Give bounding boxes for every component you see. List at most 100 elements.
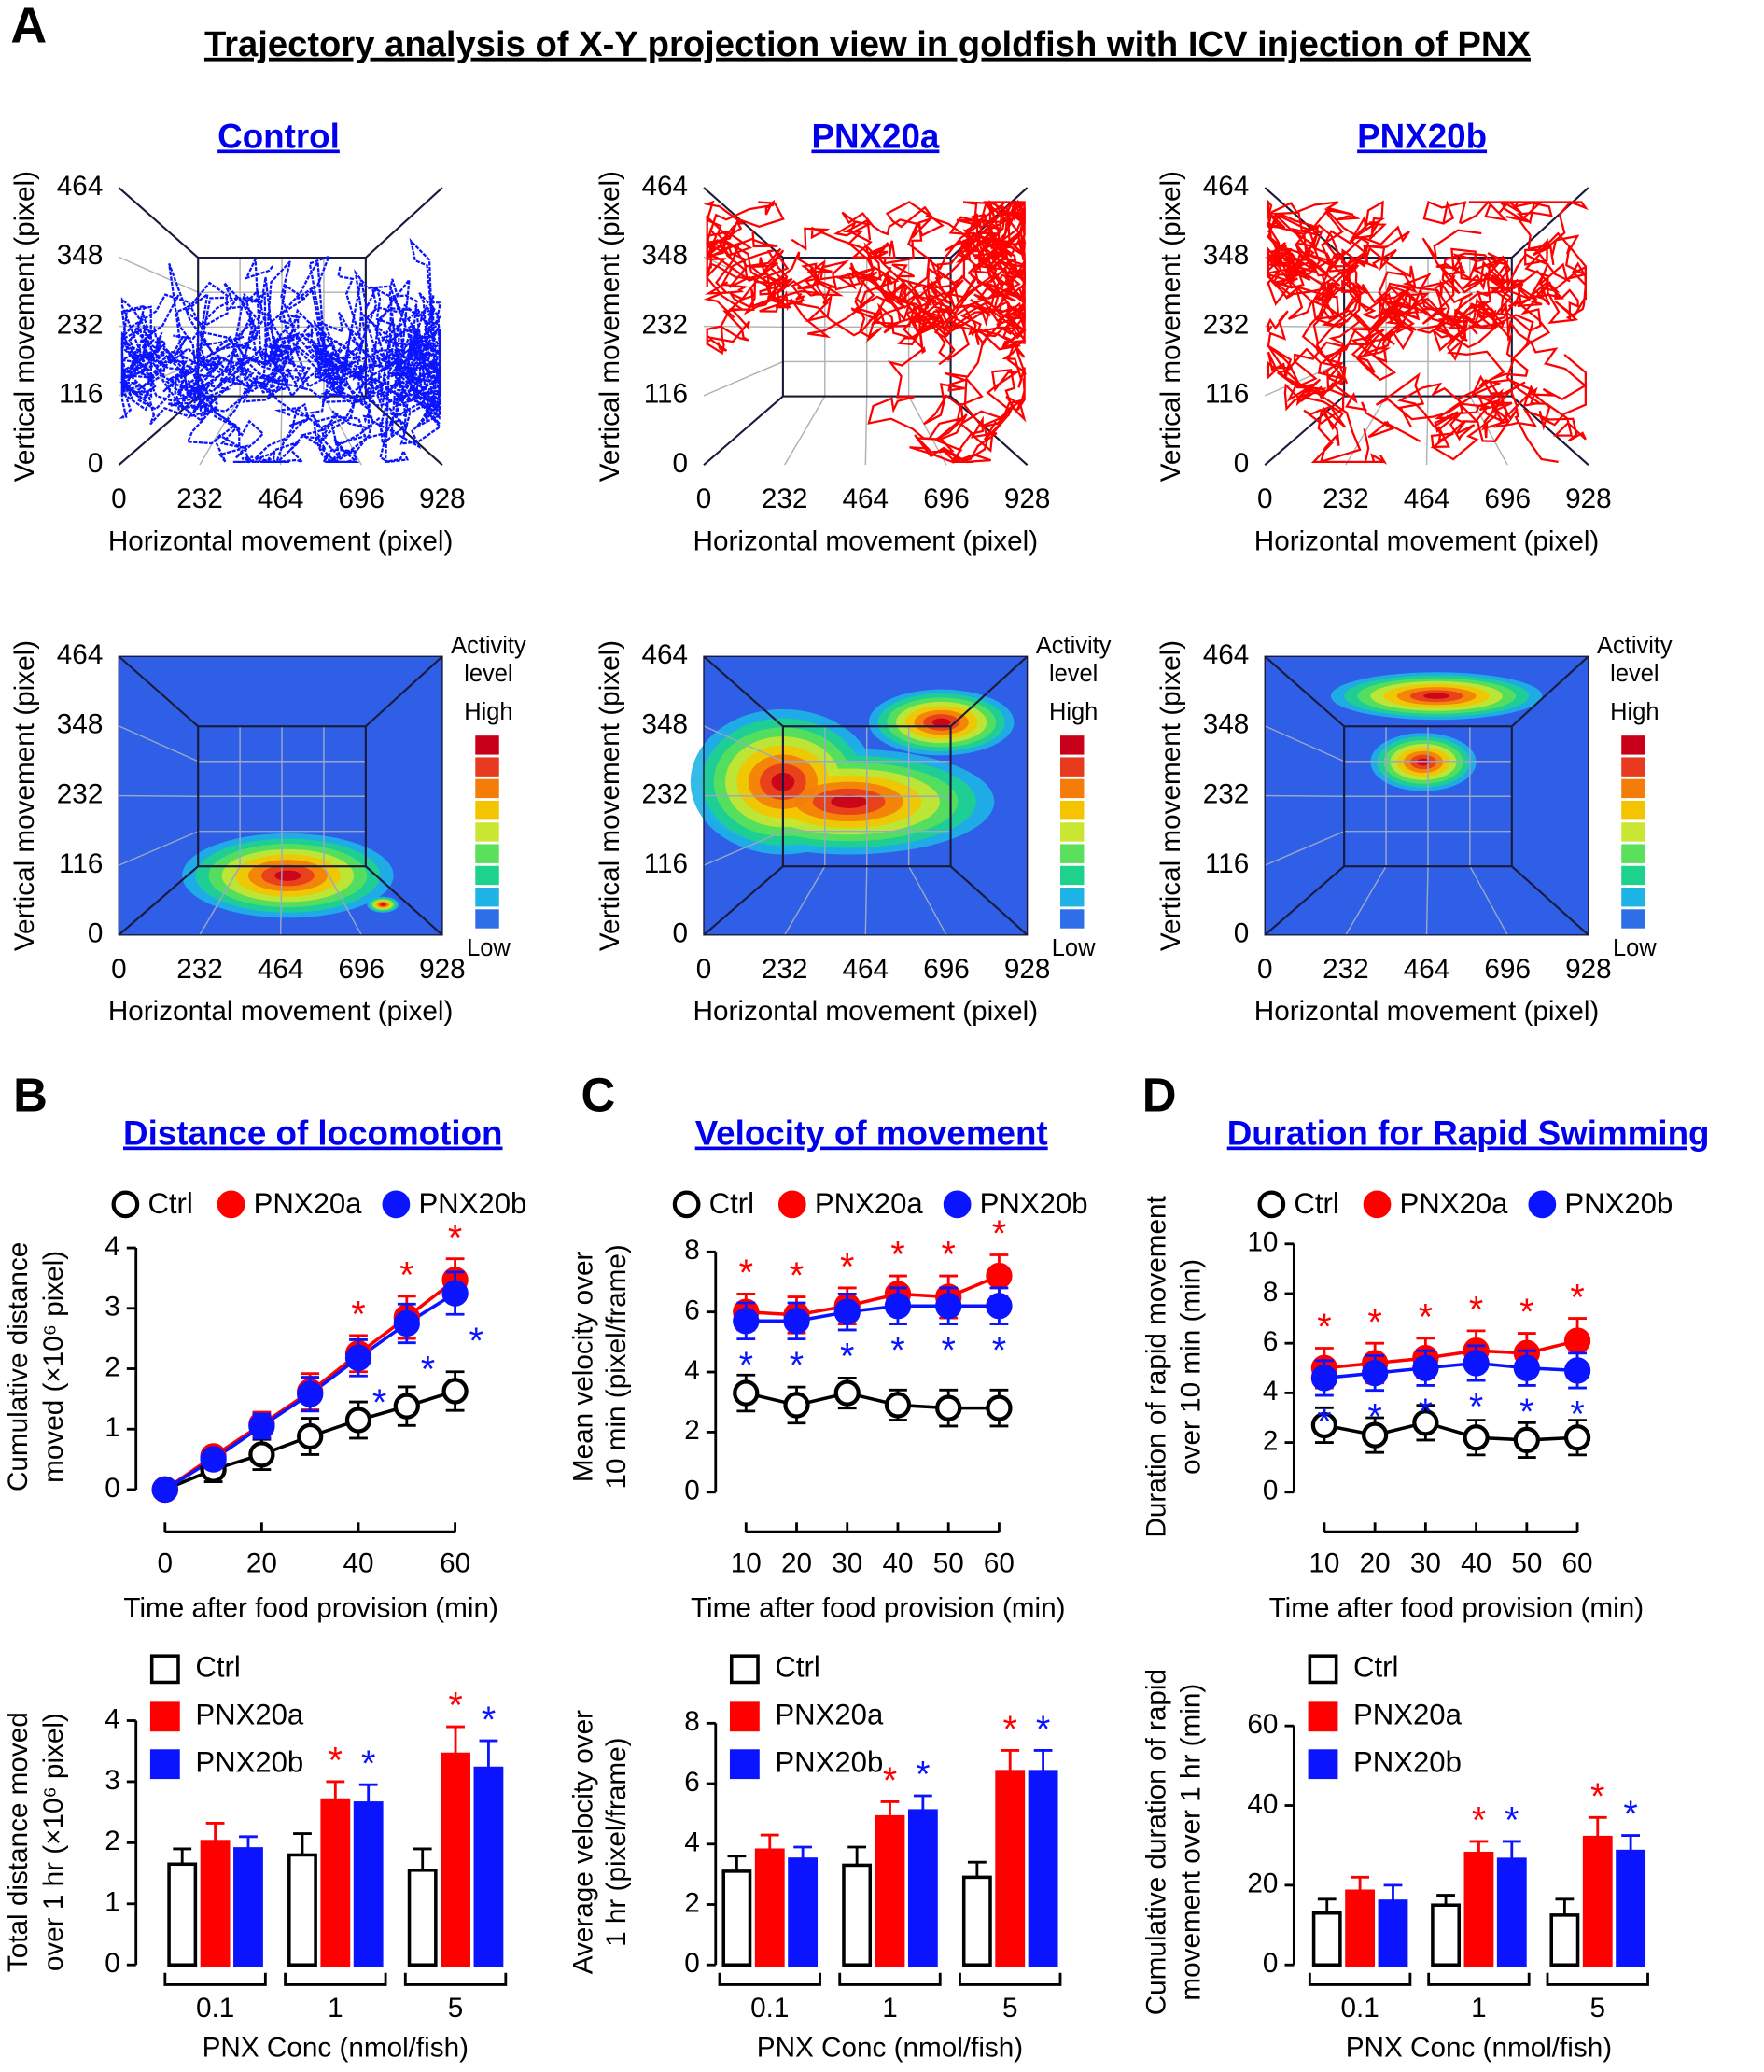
y-axis-label: Duration of rapid movement — [1141, 1195, 1172, 1537]
y-tick-label: 0 — [684, 1476, 700, 1506]
y-tick-label: 8 — [684, 1235, 700, 1266]
y-tick-label: 116 — [644, 848, 688, 879]
group-bracket — [1546, 1972, 1649, 1986]
data-point — [441, 1378, 469, 1405]
error-bar — [326, 1780, 345, 1800]
room-grid — [1264, 831, 1345, 866]
room-back-wall — [197, 256, 367, 398]
significance: * — [992, 1330, 1006, 1371]
significance: * — [351, 1295, 365, 1336]
y-tick-label: 4 — [684, 1355, 700, 1386]
error-bar — [1502, 1840, 1521, 1860]
significance: * — [421, 1349, 435, 1390]
bar — [907, 1809, 938, 1967]
data-point — [1412, 1354, 1439, 1381]
x-tick-label: 5 — [448, 1993, 464, 2023]
significance: * — [941, 1235, 955, 1276]
legend-label: PNX20b — [1564, 1187, 1673, 1220]
room-back-wall — [197, 725, 367, 868]
room-grid — [1265, 325, 1345, 329]
heat-blob — [1423, 693, 1450, 699]
colorbar-cell — [475, 800, 499, 820]
bar — [1616, 1849, 1646, 1967]
bar — [407, 1869, 438, 1967]
room-grid — [323, 865, 362, 936]
y-axis-label: Vertical movement (pixel) — [9, 171, 40, 482]
data-point — [151, 1476, 178, 1504]
significance: * — [399, 1254, 413, 1295]
legend-label: PNX20b — [195, 1745, 303, 1778]
trajectory — [833, 211, 974, 310]
colorbar-cell — [1059, 909, 1085, 929]
significance: * — [790, 1255, 804, 1296]
room-grid — [279, 396, 283, 466]
y-tick-label: 60 — [1247, 1709, 1278, 1740]
y-tick-label: 2 — [105, 1351, 120, 1382]
legend-swatch — [149, 1654, 180, 1685]
significance: * — [1469, 1290, 1483, 1331]
x-tick-label: 10 — [1309, 1547, 1339, 1578]
data-point — [1463, 1350, 1490, 1377]
room-grid — [703, 831, 784, 866]
error-bar — [913, 1794, 932, 1812]
x-tick-label: 696 — [923, 954, 970, 985]
data-point — [733, 1308, 760, 1335]
bar — [875, 1814, 905, 1967]
trajectory — [1267, 310, 1388, 465]
y-tick-label: 0 — [684, 1948, 700, 1979]
colorbar-cell — [475, 735, 499, 755]
x-axis-label: Time after food provision (min) — [691, 1593, 1065, 1624]
data-point — [986, 1394, 1013, 1421]
x-tick-label: 928 — [1004, 483, 1051, 514]
colorbar-title: level — [1610, 661, 1659, 687]
y-tick-label: 348 — [641, 709, 688, 740]
y-tick-label: 0 — [105, 1473, 120, 1504]
x-tick-label: 464 — [843, 954, 889, 985]
group-bracket — [959, 1972, 1062, 1986]
data-point — [783, 1308, 810, 1335]
y-axis-label: Cumulative distance — [3, 1242, 34, 1491]
legend-label: PNX20a — [775, 1698, 884, 1730]
error-bar — [793, 1845, 813, 1859]
legend-marker — [217, 1190, 245, 1219]
legend-marker — [1257, 1190, 1286, 1219]
y-tick-label: 348 — [641, 240, 688, 271]
error-bar — [173, 1847, 192, 1865]
y-tick-label: 232 — [641, 309, 688, 340]
bar — [995, 1770, 1026, 1967]
error-bar — [880, 1800, 900, 1817]
legend-swatch — [149, 1749, 180, 1780]
legend-swatch — [149, 1701, 180, 1732]
room-grid — [279, 866, 283, 935]
trajectory — [1375, 261, 1513, 427]
x-tick-label: 0 — [158, 1547, 174, 1578]
trajectory — [915, 320, 1025, 464]
y-tick-label: 0 — [1234, 918, 1250, 949]
x-tick-label: 30 — [1410, 1547, 1441, 1578]
legend-marker — [1528, 1190, 1557, 1219]
legend-marker — [1363, 1190, 1392, 1219]
heatmap-frame — [1264, 655, 1589, 936]
x-tick-label: 696 — [923, 483, 970, 514]
x-tick-label: 0.1 — [750, 1993, 789, 2023]
data-point — [783, 1392, 810, 1419]
room-grid — [1345, 396, 1387, 466]
legend-swatch — [1308, 1749, 1338, 1780]
error-bar — [479, 1739, 498, 1769]
trajectory — [756, 259, 944, 351]
y-tick-label: 232 — [57, 309, 104, 340]
y-tick-label: 464 — [1203, 639, 1250, 670]
colorbar-low: Low — [467, 935, 511, 961]
x-tick-label: 232 — [762, 483, 808, 514]
room-grid — [864, 866, 868, 935]
y-tick-label: 116 — [1205, 379, 1249, 410]
colorbar-cell — [475, 757, 499, 777]
room-edge — [118, 865, 199, 936]
x-tick-label: 0 — [1257, 483, 1273, 514]
room-grid — [784, 865, 826, 936]
significance: * — [1590, 1776, 1604, 1817]
bar — [1028, 1770, 1058, 1967]
y-axis-label: Vertical movement (pixel) — [595, 640, 625, 951]
legend-label: Ctrl — [195, 1651, 240, 1684]
x-tick-label: 30 — [832, 1547, 862, 1578]
